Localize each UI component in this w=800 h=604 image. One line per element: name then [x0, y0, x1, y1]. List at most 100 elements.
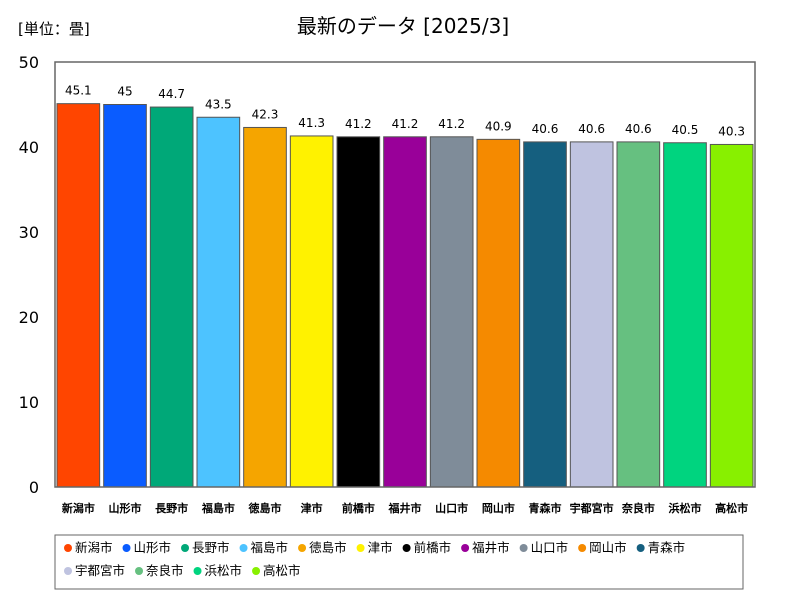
value-label: 41.2 [392, 117, 419, 131]
legend-label: 浜松市 [205, 563, 243, 578]
value-label-background [245, 103, 285, 124]
bar [103, 104, 147, 488]
bar [289, 135, 334, 488]
bar [196, 116, 241, 488]
x-tick-label: 山口市 [435, 501, 468, 515]
legend-marker [239, 544, 248, 552]
value-label-background [151, 83, 192, 104]
legend-label: 山口市 [531, 540, 569, 555]
x-axis-labels: 新潟市 山形市 長野市 福島市 徳島市 津市 前橋市 福井市 山口市 岡山市 青森市 宇都宮市 奈良市浜… [62, 501, 748, 515]
x-tick-label: 新潟市 [62, 501, 95, 515]
value-label-background [711, 120, 752, 141]
legend-marker [461, 544, 470, 552]
y-tick-label: 0 [29, 478, 39, 497]
legend-marker [252, 567, 261, 575]
value-label: 40.6 [532, 122, 559, 136]
value-label-background [58, 79, 99, 100]
y-tick-label: 20 [19, 308, 39, 327]
legend-item: 福井市 [461, 540, 510, 555]
legend-label: 青森市 [648, 540, 686, 555]
legend-label: 長野市 [192, 540, 230, 555]
legend-label: 奈良市 [146, 563, 184, 578]
value-label: 43.5 [205, 97, 232, 111]
legend-label: 新潟市 [75, 540, 113, 555]
value-label: 41.3 [298, 116, 325, 130]
legend-item: 奈良市 [135, 563, 184, 578]
bar [616, 141, 661, 488]
x-tick-label: 津市 [301, 501, 323, 515]
y-tick-label: 40 [19, 138, 39, 157]
legend-marker [519, 544, 528, 552]
x-tick-label: 長野市 [155, 501, 188, 515]
value-label: 45 [117, 85, 132, 99]
value-label-background [105, 80, 145, 101]
legend-label: 福島市 [251, 540, 289, 555]
bar [523, 141, 567, 488]
value-label: 40.5 [672, 123, 699, 137]
x-tick-label: 高松市 [715, 501, 748, 515]
bar [149, 106, 194, 488]
legend-marker [402, 544, 411, 552]
legend-label: 岡山市 [589, 540, 627, 555]
value-label-background [665, 118, 705, 139]
value-label-background [571, 117, 612, 138]
bar [383, 136, 427, 488]
bar [569, 141, 614, 488]
value-label-background [338, 112, 379, 133]
value-label: 42.3 [252, 107, 279, 121]
x-tick-label: 徳島市 [248, 501, 282, 515]
y-axis-ticks: 0 10 20 30 40 50 [19, 53, 39, 497]
value-label-background [431, 112, 472, 133]
value-label-background [618, 117, 659, 138]
value-label: 44.7 [158, 87, 185, 101]
value-label-background [198, 93, 239, 114]
bars [56, 103, 754, 488]
value-labels: 45.1 45 44.7 43.5 42.3 41.3 41.2 41.2 41.2 40.9 40… [58, 79, 752, 141]
legend-box [54, 534, 744, 590]
value-label-background [478, 115, 519, 136]
legend-marker [122, 544, 131, 552]
x-tick-label: 宇都宮市 [570, 501, 614, 515]
value-label: 41.2 [345, 117, 372, 131]
y-tick-label: 50 [19, 53, 39, 72]
legend-item: 浜松市 [193, 563, 243, 578]
legend-marker [181, 544, 190, 552]
legend-marker [578, 544, 587, 552]
value-label: 41.2 [438, 117, 465, 131]
x-tick-label: 福島市 [201, 501, 235, 515]
legend-label: 徳島市 [309, 540, 347, 555]
legend-marker [135, 567, 144, 575]
legend-item: 山形市 [122, 540, 171, 555]
value-label: 40.3 [718, 124, 745, 138]
x-tick-label: 前橋市 [342, 501, 375, 515]
unit-label: [単位：畳] [18, 20, 90, 38]
value-label: 40.9 [485, 119, 512, 133]
plot-frame [54, 61, 756, 488]
legend-item: 徳島市 [298, 540, 347, 555]
legend-marker [636, 544, 645, 552]
y-tick-label: 30 [19, 223, 39, 242]
legend-label: 高松市 [263, 563, 301, 578]
legend-item: 前橋市 [402, 540, 451, 555]
x-tick-label: 青森市 [529, 501, 562, 515]
value-label: 40.6 [578, 122, 605, 136]
y-tick-label: 10 [19, 393, 39, 412]
bar [663, 142, 707, 488]
legend-item: 高松市 [252, 563, 301, 578]
x-tick-label: 岡山市 [482, 501, 515, 515]
value-label-background [525, 117, 565, 138]
x-tick-label: 浜松市 [669, 501, 702, 515]
legend-item: 青森市 [636, 540, 686, 555]
legend-marker [356, 544, 365, 552]
bar [336, 136, 381, 488]
legend-label: 福井市 [472, 540, 510, 555]
x-tick-label: 奈良市 [621, 501, 655, 515]
legend-marker [298, 544, 307, 552]
chart-title: 最新のデータ [2025/3] [297, 14, 509, 38]
value-label: 45.1 [65, 84, 92, 98]
legend-marker [193, 567, 202, 575]
bar [476, 138, 521, 488]
